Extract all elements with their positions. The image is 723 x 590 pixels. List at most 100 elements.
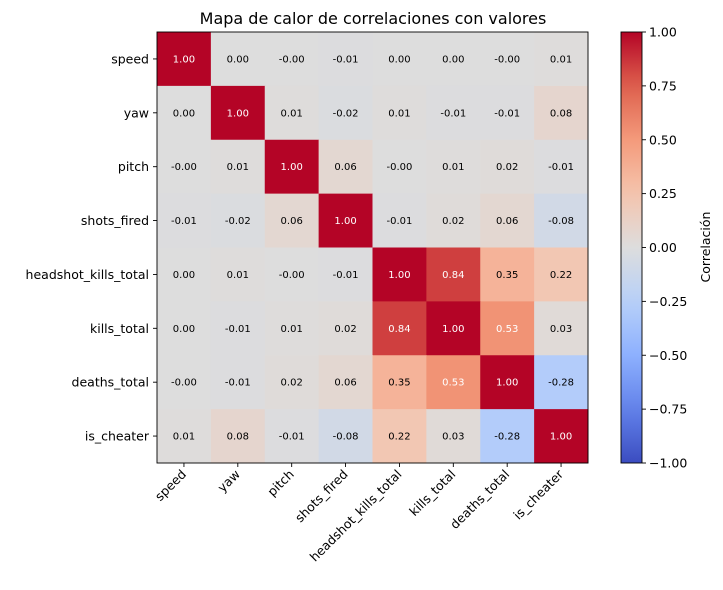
colorbar-gradient — [620, 31, 643, 464]
cell-value-label: 0.01 — [227, 162, 249, 173]
heatmap-cell — [534, 193, 589, 248]
heatmap-cell — [157, 409, 212, 464]
heatmap-cell — [157, 193, 212, 248]
cell-value-label: -0.00 — [494, 54, 520, 65]
heatmap-cell — [318, 139, 373, 195]
heatmap-cell — [210, 32, 266, 87]
colorbar-tick-label: 0.25 — [649, 186, 677, 201]
y-tick-label: shots_fired — [81, 213, 149, 228]
cell-value-label: -0.01 — [440, 108, 466, 119]
cell-value-label: -0.01 — [333, 54, 359, 65]
cell-value-label: -0.28 — [494, 432, 520, 443]
cell-value-label: -0.00 — [171, 378, 197, 389]
colorbar-tick-label: 0.75 — [649, 78, 677, 93]
heatmap-cell — [210, 193, 266, 248]
heatmap-cell — [426, 409, 481, 464]
cell-value-label: 0.02 — [496, 162, 518, 173]
cell-value-label: 1.00 — [281, 162, 303, 173]
cell-value-label: 0.00 — [227, 54, 249, 65]
y-tick-label: deaths_total — [72, 375, 149, 390]
cell-value-label: 0.03 — [442, 432, 464, 443]
cell-value-label: 0.06 — [281, 216, 303, 227]
cell-value-label: -0.08 — [548, 216, 574, 227]
colorbar-tick-label: −0.25 — [649, 294, 687, 309]
cell-value-label: 0.03 — [550, 324, 572, 335]
cell-value-label: 0.35 — [496, 270, 518, 281]
cell-value-label: 0.06 — [334, 378, 356, 389]
heatmap-cell — [480, 139, 535, 195]
cell-value-label: 0.01 — [442, 162, 464, 173]
cell-value-label: 1.00 — [388, 270, 410, 281]
heatmap-cell — [318, 301, 373, 356]
heatmap-cell — [264, 409, 320, 464]
heatmap-cell — [480, 355, 535, 410]
cell-value-label: -0.02 — [333, 108, 359, 119]
cell-value-label: 1.00 — [227, 108, 249, 119]
heatmap-cell — [372, 301, 427, 356]
colorbar-tick-label: −0.75 — [649, 402, 687, 417]
y-tick-labels: speed yaw pitch shots_fired headshot_kills_t… — [26, 51, 157, 444]
y-tick-label: headshot_kills_total — [26, 267, 149, 282]
cell-value-label: 1.00 — [173, 54, 195, 65]
cell-value-label: 1.00 — [442, 324, 464, 335]
heatmap-cell — [264, 32, 320, 87]
heatmap-cell — [426, 355, 481, 410]
cell-value-label: -0.01 — [548, 162, 574, 173]
cell-value-label: 0.53 — [442, 378, 464, 389]
heatmap-cell — [534, 32, 589, 87]
heatmap-cell — [372, 247, 427, 302]
heatmap-cell — [157, 355, 212, 410]
heatmap-cell — [264, 193, 320, 248]
x-tick-label: is_cheater — [510, 466, 567, 523]
cell-value-label: 1.00 — [496, 378, 518, 389]
x-tick-label: speed — [152, 467, 189, 504]
cell-value-label: 0.01 — [173, 432, 195, 443]
colorbar-tick-label: 0.50 — [649, 132, 677, 147]
heatmap-cell — [210, 85, 266, 141]
heatmap-cell — [372, 139, 427, 195]
heatmap-cell — [318, 85, 373, 141]
heatmap-cell — [426, 193, 481, 248]
heatmap-cell — [318, 409, 373, 464]
cell-value-label: 0.00 — [173, 270, 195, 281]
heatmap-cell — [210, 355, 266, 410]
y-tick-label: kills_total — [90, 321, 149, 336]
cell-value-label: -0.00 — [279, 54, 305, 65]
x-tick-label: shots_fired — [292, 467, 351, 526]
heatmap-frame — [156, 31, 589, 464]
heatmap-cell — [157, 85, 212, 141]
heatmap-cell — [426, 85, 481, 141]
heatmap-cell — [372, 193, 427, 248]
heatmap-cell — [264, 247, 320, 302]
heatmap-cell — [480, 247, 535, 302]
y-tick-label: pitch — [118, 159, 149, 174]
cell-value-label: -0.00 — [279, 270, 305, 281]
colorbar-tick-label: 0.00 — [649, 240, 677, 255]
heatmap-cell — [534, 85, 589, 141]
heatmap-cell — [318, 247, 373, 302]
cell-value-label: 0.06 — [334, 162, 356, 173]
heatmap-cell — [318, 193, 373, 248]
heatmap-cell — [534, 301, 589, 356]
heatmap-cell — [157, 32, 212, 87]
cell-value-label: 0.01 — [281, 324, 303, 335]
cell-value-label: -0.01 — [279, 432, 305, 443]
heatmap-cell — [157, 301, 212, 356]
cell-value-label: -0.01 — [225, 324, 251, 335]
cell-value-label: 0.00 — [173, 324, 195, 335]
heatmap-cell — [534, 409, 589, 464]
cell-value-label: -0.01 — [387, 216, 413, 227]
x-tick-label: kills_total — [406, 467, 458, 519]
heatmap-cell — [210, 139, 266, 195]
cell-value-label: 0.01 — [388, 108, 410, 119]
heatmap-cell — [210, 301, 266, 356]
cell-value-label: 0.08 — [550, 108, 572, 119]
y-tick-label: is_cheater — [85, 429, 150, 444]
cell-value-label: 0.02 — [334, 324, 356, 335]
cell-value-label: 1.00 — [334, 216, 356, 227]
heatmap-cell — [157, 247, 212, 302]
cell-value-label: -0.01 — [225, 378, 251, 389]
heatmap-cell — [264, 139, 320, 195]
heatmap-cell — [264, 85, 320, 141]
